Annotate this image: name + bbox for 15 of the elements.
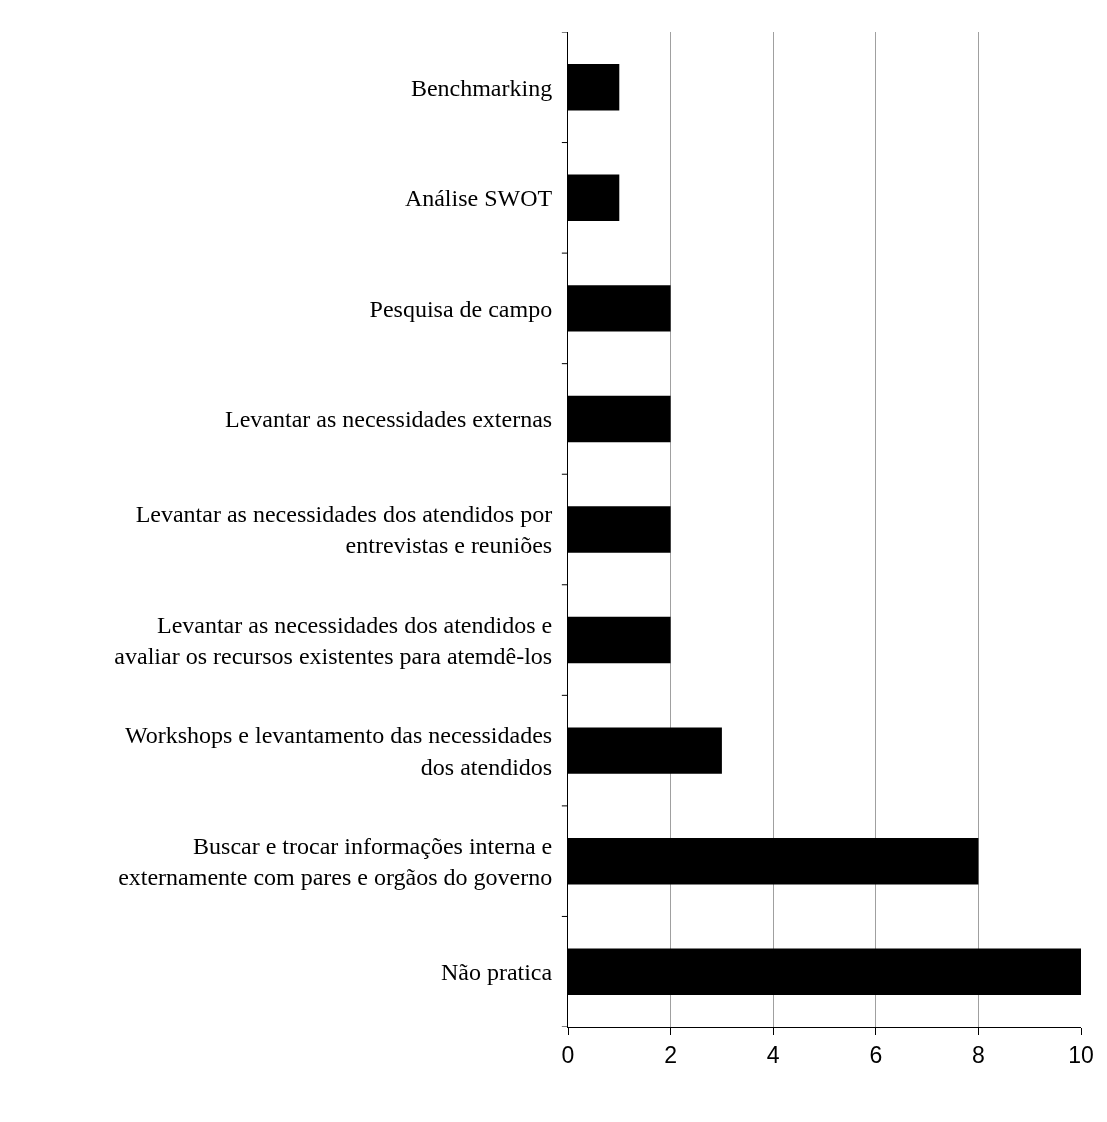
y-tick-label: Levantar as necessidades externas — [225, 406, 553, 433]
y-tick-label: Análise SWOT — [404, 185, 553, 212]
x-tick-label: 10 — [1068, 1041, 1094, 1068]
x-tick-label: 2 — [664, 1041, 677, 1068]
y-tick-label: Levantar as necessidades dos atendidos por entrevistas e reuniões — [135, 501, 553, 559]
y-tick-label: Buscar e trocar informações interna e externamente com pares e orgãos do governo — [118, 832, 553, 891]
x-tick-label: 0 — [561, 1041, 575, 1068]
x-tick-label: 8 — [972, 1041, 985, 1068]
y-tick-label: Workshops e levantamento das necessidades dos atendidos — [124, 722, 553, 780]
y-tick-label: Não pratica — [440, 959, 553, 986]
y-tick-label: Benchmarking — [410, 74, 553, 101]
x-tick-label: 6 — [869, 1041, 883, 1068]
y-tick-label: Levantar as necessidades dos atendidos e avaliar os recursos existentes para atemdê-los — [114, 611, 553, 670]
y-tick-label: Pesquisa de campo — [369, 295, 553, 322]
x-tick-label: 4 — [766, 1041, 780, 1068]
